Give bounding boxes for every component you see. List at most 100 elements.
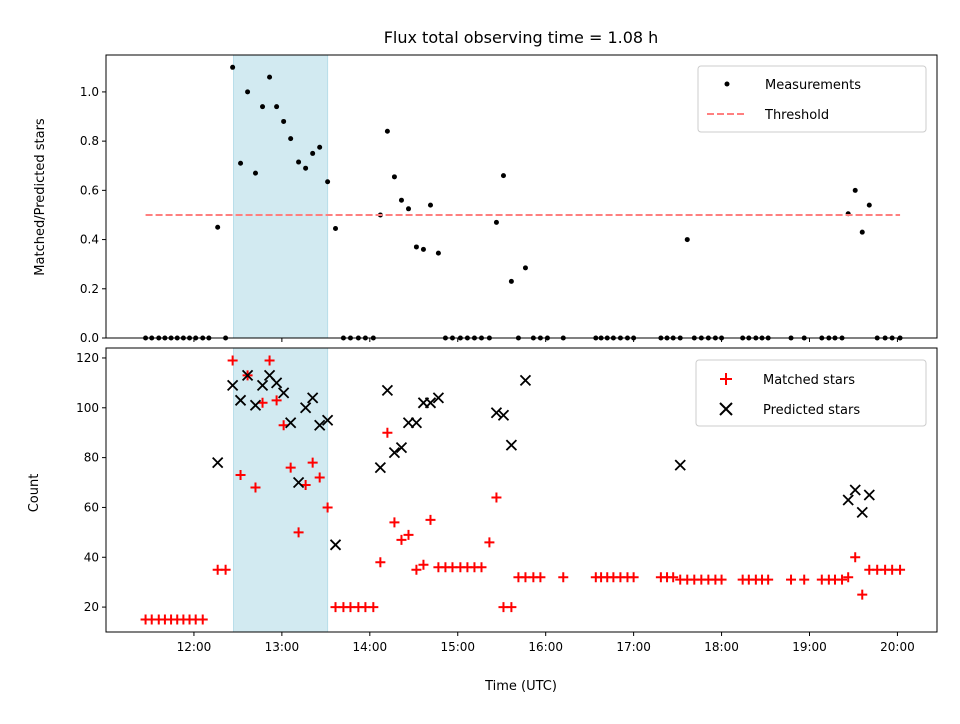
- predicted-star-point: [849, 484, 861, 496]
- legend-label-measurements: Measurements: [765, 78, 861, 93]
- matched-star-point: [837, 574, 848, 585]
- legend-label-matched: Matched stars: [763, 373, 855, 388]
- measurement-point: [267, 74, 273, 80]
- measurement-point: [238, 160, 244, 166]
- x-tick-label: 17:00: [616, 640, 651, 654]
- matched-star-point: [271, 395, 282, 406]
- predicted-star-point: [519, 374, 532, 387]
- measurement-point: [391, 174, 397, 180]
- predicted-star-point: [226, 379, 239, 392]
- measurement-point: [684, 237, 690, 243]
- measurement-point: [274, 104, 280, 110]
- measurement-point: [384, 128, 390, 134]
- measurement-point: [859, 229, 865, 235]
- measurement-point: [413, 244, 419, 250]
- predicted-star-point: [388, 446, 401, 459]
- x-tick-label: 15:00: [440, 640, 475, 654]
- predicted-star-point: [212, 456, 224, 469]
- predicted-star-point: [497, 409, 510, 421]
- matched-star-point: [843, 572, 854, 583]
- matched-star-point: [425, 514, 436, 525]
- predicted-star-point: [249, 399, 262, 411]
- matched-star-point: [307, 457, 318, 468]
- y-tick-label: 40: [84, 550, 99, 564]
- matched-star-point: [396, 534, 407, 545]
- predicted-star-point: [307, 392, 319, 404]
- predicted-star-point: [234, 394, 247, 406]
- measurement-point: [420, 246, 426, 252]
- matched-star-point: [799, 574, 810, 585]
- y-axis-label: Count: [27, 474, 42, 513]
- predicted-star-point: [321, 414, 334, 426]
- matched-star-point: [197, 614, 208, 625]
- flux-ratio-panel: Flux total observing time = 1.08 h Match…: [33, 28, 938, 345]
- matched-star-point: [716, 574, 727, 585]
- y-axis-label: Matched/Predicted stars: [33, 118, 48, 276]
- matched-star-point: [368, 602, 379, 613]
- y-tick-label: 120: [76, 351, 99, 365]
- predicted-star-point: [490, 407, 503, 419]
- legend-top: Measurements Threshold: [697, 65, 927, 133]
- y-tick-label: 0.4: [80, 233, 99, 247]
- star-count-panel: Count Time (UTC) Matched stars Predicted…: [27, 347, 938, 694]
- measurement-point: [522, 265, 528, 271]
- y-tick-label: 0.8: [80, 134, 99, 148]
- legend-marker-matched: [720, 373, 732, 385]
- measurement-point: [852, 187, 858, 193]
- plot-area: [143, 54, 903, 341]
- legend-marker-predicted: [719, 402, 733, 416]
- measurement-point: [427, 202, 433, 208]
- matched-star-point: [506, 602, 517, 613]
- observing-window-span: [233, 54, 329, 339]
- measurement-point: [333, 225, 339, 231]
- predicted-star-point: [410, 417, 423, 429]
- matched-star-point: [476, 562, 487, 573]
- predicted-star-point: [395, 442, 408, 454]
- matched-star-point: [235, 470, 246, 481]
- y-tick-label: 0.2: [80, 282, 99, 296]
- measurement-point: [252, 170, 258, 176]
- legend-label-threshold: Threshold: [764, 108, 829, 123]
- measurement-point: [508, 278, 514, 284]
- predicted-star-point: [842, 494, 854, 506]
- matched-star-point: [322, 502, 333, 513]
- predicted-star-point: [381, 384, 394, 396]
- matched-star-point: [220, 564, 231, 575]
- measurement-point: [406, 206, 412, 212]
- y-tick-label: 60: [84, 500, 99, 514]
- matched-star-point: [264, 355, 275, 366]
- matched-star-point: [558, 572, 569, 583]
- matched-star-point: [850, 552, 861, 563]
- y-tick-label: 20: [84, 600, 99, 614]
- matched-star-point: [535, 572, 546, 583]
- matched-star-point: [227, 355, 238, 366]
- measurement-point: [317, 144, 323, 150]
- x-tick-label: 13:00: [265, 640, 300, 654]
- legend-box: [697, 65, 927, 133]
- predicted-star-point: [241, 369, 254, 382]
- matched-star-point: [389, 517, 400, 528]
- x-tick-label: 12:00: [177, 640, 212, 654]
- measurement-point: [245, 89, 251, 95]
- matched-star-point: [403, 529, 414, 540]
- matched-star-point: [375, 557, 386, 568]
- measurement-point: [325, 179, 331, 185]
- measurement-point: [215, 224, 221, 230]
- matched-star-point: [418, 559, 429, 570]
- matched-star-point: [285, 462, 296, 473]
- matched-star-point: [491, 492, 502, 503]
- measurement-point: [398, 197, 404, 203]
- predicted-star-point: [256, 379, 269, 392]
- x-tick-label: 19:00: [792, 640, 827, 654]
- matched-star-point: [786, 574, 797, 585]
- matched-star-point: [628, 572, 639, 583]
- measurement-point: [500, 173, 506, 179]
- predicted-star-point: [856, 506, 868, 519]
- predicted-star-point: [505, 439, 518, 451]
- measurement-point: [866, 202, 872, 208]
- predicted-star-point: [374, 461, 386, 474]
- measurement-point: [296, 159, 302, 165]
- measurement-point: [435, 250, 441, 256]
- predicted-star-point: [329, 539, 342, 551]
